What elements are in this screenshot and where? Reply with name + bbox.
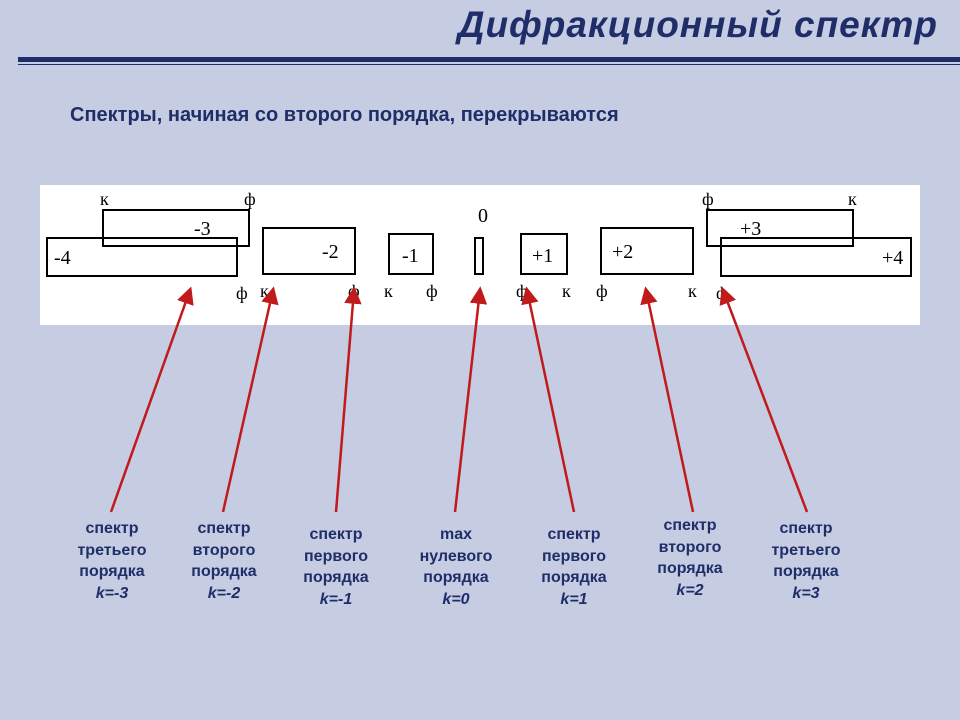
zero-label: 0 [478,205,488,228]
edge-label: ф [426,281,438,302]
title-underline-thin [18,64,960,65]
edge-label: к [562,281,571,302]
center-box [474,237,484,275]
page-title: Дифракционный спектр [458,4,938,46]
diagram-area: 0-4ф-3кф-2кф-1кф+1фк+2фк+3фк+4ф [40,185,920,325]
edge-label: к [688,281,697,302]
edge-label: к [848,189,857,210]
edge-label: ф [348,281,360,302]
edge-label: ф [702,189,714,210]
caption-5: спектрвторогопорядкаk=2 [640,515,740,601]
spectrum-box-label: -1 [402,245,419,268]
caption-4: спектрпервогопорядкаk=1 [524,524,624,610]
edge-label: к [100,189,109,210]
edge-label: ф [516,281,528,302]
title-underline-thick [18,57,960,62]
spectrum-box-p4: +4ф [720,237,912,277]
caption-0: спектртретьегопорядкаk=-3 [62,518,162,604]
edge-label: к [260,281,269,302]
spectrum-box-m1: -1кф [388,233,434,275]
spectrum-box-label: -2 [322,241,339,264]
spectrum-box-m3: -3кф [102,209,250,247]
edge-label: ф [236,283,248,304]
edge-label: ф [716,283,728,304]
subtitle: Спектры, начиная со второго порядка, пер… [70,104,619,127]
spectrum-box-label: -3 [194,218,211,241]
caption-2: спектрпервогопорядкаk=-1 [286,524,386,610]
spectrum-box-p2: +2фк [600,227,694,275]
caption-3: maxнулевогопорядкаk=0 [404,524,508,610]
spectrum-box-p1: +1фк [520,233,568,275]
caption-1: спектрвторогопорядкаk=-2 [174,518,274,604]
spectrum-box-label: +1 [532,245,553,268]
caption-6: спектртретьегопорядкаk=3 [756,518,856,604]
spectrum-box-label: -4 [54,247,71,270]
spectrum-box-label: +4 [882,247,903,270]
edge-label: ф [244,189,256,210]
spectrum-box-m2: -2кф [262,227,356,275]
edge-label: ф [596,281,608,302]
edge-label: к [384,281,393,302]
spectrum-box-label: +2 [612,241,633,264]
